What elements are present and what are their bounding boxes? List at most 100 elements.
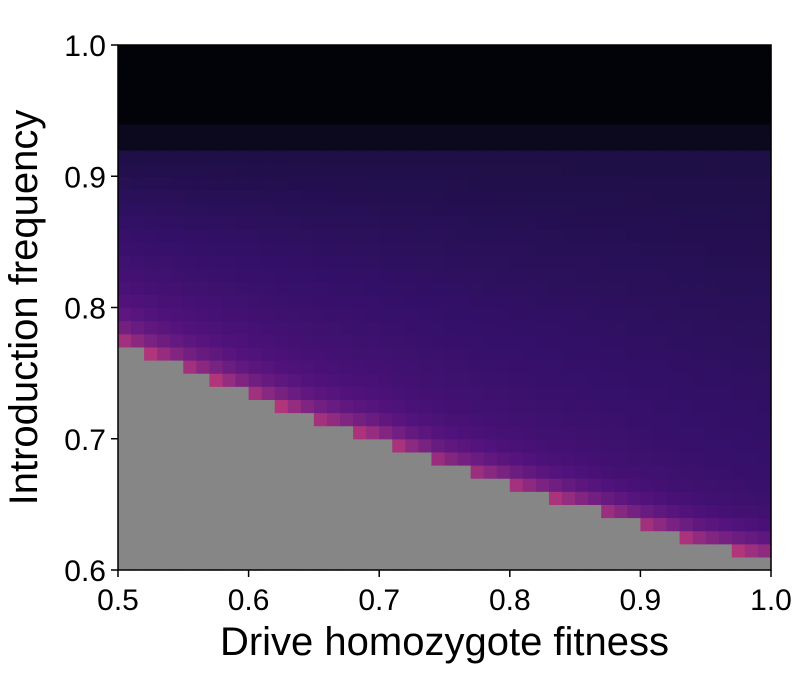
heatmap-cell bbox=[274, 71, 289, 85]
heatmap-cell bbox=[170, 176, 184, 190]
heatmap-cell bbox=[418, 333, 433, 348]
heatmap-cell bbox=[509, 517, 524, 532]
heatmap-cell bbox=[457, 373, 472, 387]
heatmap-cell bbox=[209, 268, 224, 282]
heatmap-cell bbox=[340, 110, 354, 125]
heatmap-cell bbox=[718, 228, 733, 243]
heatmap-cell bbox=[261, 346, 276, 361]
heatmap-cell bbox=[757, 97, 772, 112]
heatmap-cell bbox=[470, 333, 485, 348]
heatmap-cell bbox=[509, 307, 524, 322]
heatmap-cell bbox=[575, 241, 589, 256]
heatmap-cell bbox=[366, 438, 380, 453]
heatmap-cell bbox=[300, 136, 315, 151]
heatmap-cell bbox=[718, 215, 733, 230]
heatmap-cell bbox=[222, 517, 237, 532]
heatmap-cell bbox=[418, 255, 433, 269]
heatmap-cell bbox=[705, 84, 720, 99]
heatmap-cell bbox=[640, 228, 655, 243]
heatmap-cell bbox=[692, 399, 707, 414]
heatmap-cell bbox=[392, 136, 406, 151]
heatmap-cell bbox=[496, 228, 511, 243]
heatmap-cell bbox=[183, 176, 197, 190]
heatmap-cell bbox=[261, 150, 276, 164]
heatmap-cell bbox=[470, 228, 485, 243]
heatmap-cell bbox=[235, 517, 250, 532]
heatmap-cell bbox=[131, 281, 145, 295]
heatmap-cell bbox=[548, 163, 563, 177]
heatmap-cell bbox=[118, 386, 132, 400]
heatmap-cell bbox=[353, 346, 367, 361]
heatmap-cell bbox=[444, 373, 459, 387]
heatmap-cell bbox=[588, 202, 602, 217]
heatmap-cell bbox=[326, 504, 341, 519]
heatmap-cell bbox=[431, 438, 446, 453]
heatmap-cell bbox=[627, 294, 641, 309]
heatmap-cell bbox=[496, 360, 511, 374]
heatmap-cell bbox=[353, 97, 367, 112]
heatmap-cell bbox=[588, 71, 602, 85]
heatmap-cell bbox=[196, 333, 211, 348]
heatmap-cell bbox=[418, 386, 433, 400]
heatmap-cell bbox=[118, 228, 132, 243]
heatmap-cell bbox=[744, 268, 759, 282]
heatmap-cell bbox=[274, 202, 289, 217]
heatmap-cell bbox=[118, 451, 132, 466]
heatmap-cell bbox=[509, 97, 524, 112]
heatmap-cell bbox=[222, 373, 237, 387]
heatmap-cell bbox=[666, 425, 681, 440]
heatmap-cell bbox=[548, 228, 563, 243]
heatmap-cell bbox=[431, 241, 446, 256]
heatmap-cell bbox=[144, 136, 158, 151]
heatmap-cell bbox=[470, 399, 485, 414]
heatmap-cell bbox=[548, 307, 563, 322]
heatmap-cell bbox=[457, 150, 472, 164]
heatmap-cell bbox=[392, 373, 406, 387]
heatmap-cell bbox=[326, 346, 341, 361]
heatmap-cell bbox=[340, 189, 354, 204]
heatmap-cell bbox=[757, 228, 772, 243]
heatmap-cell bbox=[144, 123, 158, 138]
heatmap-cell bbox=[457, 530, 472, 545]
heatmap-cell bbox=[588, 399, 602, 414]
heatmap-cell bbox=[353, 123, 367, 138]
heatmap-cell bbox=[183, 255, 197, 269]
heatmap-cell bbox=[731, 58, 746, 72]
heatmap-cell bbox=[405, 123, 419, 138]
heatmap-cell bbox=[653, 228, 668, 243]
heatmap-cell bbox=[183, 425, 197, 440]
heatmap-cell bbox=[157, 478, 171, 492]
heatmap-cell bbox=[235, 123, 250, 138]
heatmap-cell bbox=[653, 202, 668, 217]
heatmap-cell bbox=[640, 438, 655, 453]
heatmap-cell bbox=[548, 123, 563, 138]
heatmap-cell bbox=[157, 268, 171, 282]
heatmap-cell bbox=[379, 150, 393, 164]
heatmap-cell bbox=[718, 123, 733, 138]
heatmap-cell bbox=[653, 556, 668, 571]
heatmap-cell bbox=[718, 543, 733, 558]
heatmap-cell bbox=[326, 333, 341, 348]
heatmap-cell bbox=[548, 281, 563, 295]
heatmap-cell bbox=[483, 281, 498, 295]
heatmap-cell bbox=[431, 58, 446, 72]
heatmap-cell bbox=[588, 189, 602, 204]
heatmap-cell bbox=[614, 202, 628, 217]
heatmap-cell bbox=[326, 465, 341, 479]
heatmap-cell bbox=[196, 504, 211, 519]
x-tick-label: 0.5 bbox=[97, 584, 139, 617]
heatmap-cell bbox=[157, 425, 171, 440]
heatmap-cell bbox=[274, 320, 289, 335]
heatmap-cell bbox=[744, 281, 759, 295]
heatmap-cell bbox=[614, 45, 628, 59]
heatmap-cell bbox=[157, 438, 171, 453]
heatmap-cell bbox=[640, 123, 655, 138]
heatmap-cell bbox=[653, 294, 668, 309]
heatmap-cell bbox=[653, 163, 668, 177]
heatmap-cell bbox=[157, 123, 171, 138]
heatmap-cell bbox=[575, 491, 589, 505]
heatmap-cell bbox=[274, 97, 289, 112]
heatmap-cell bbox=[313, 228, 328, 243]
heatmap-cell bbox=[535, 451, 550, 466]
heatmap-cell bbox=[209, 150, 224, 164]
